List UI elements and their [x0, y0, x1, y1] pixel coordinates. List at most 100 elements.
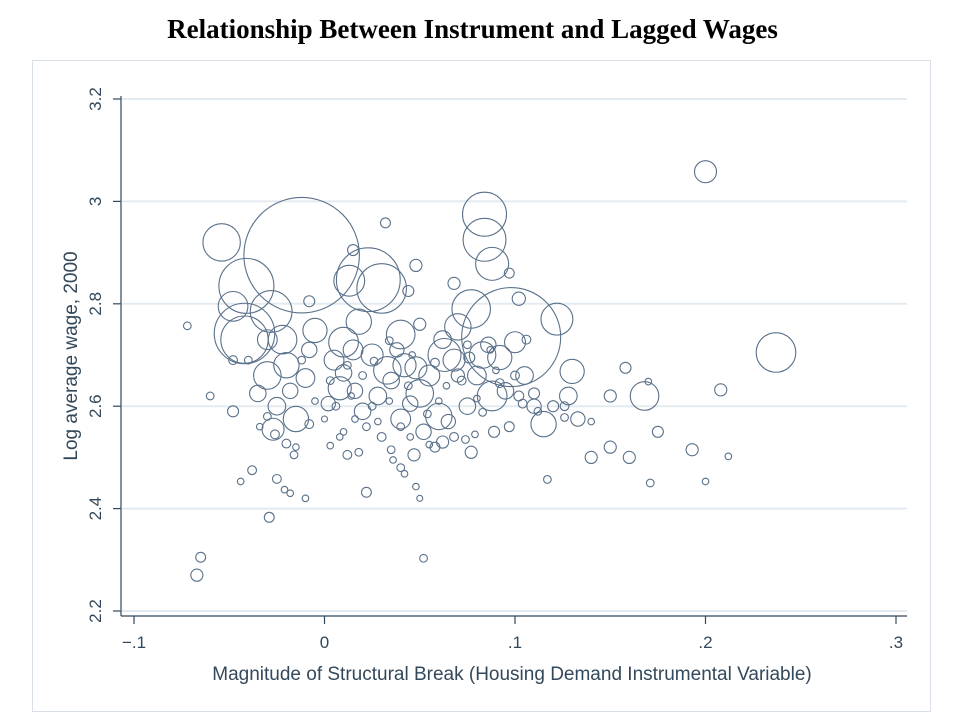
y-tick-label: 2.6	[86, 394, 105, 418]
data-point	[286, 489, 295, 498]
data-point	[389, 456, 397, 464]
data-point	[603, 389, 617, 403]
data-point	[190, 568, 204, 582]
data-point	[403, 381, 413, 391]
y-tick-label: 3.2	[86, 87, 105, 111]
data-point	[384, 336, 394, 346]
data-point	[651, 425, 664, 438]
data-point	[478, 407, 488, 417]
data-point	[603, 440, 617, 454]
data-point	[369, 356, 379, 366]
data-point	[559, 401, 570, 412]
x-tick-label: −.1	[122, 633, 146, 652]
data-point	[261, 417, 285, 441]
data-point	[385, 319, 416, 350]
data-point	[360, 486, 372, 498]
data-point	[267, 396, 287, 416]
data-point	[724, 452, 733, 461]
data-point	[464, 445, 478, 459]
data-point	[442, 348, 466, 372]
data-point	[292, 443, 300, 452]
data-point	[515, 366, 534, 385]
data-point	[354, 447, 364, 457]
data-point	[346, 382, 364, 400]
data-point	[406, 433, 415, 441]
data-point	[218, 257, 275, 314]
data-point	[487, 425, 501, 438]
data-point	[297, 355, 307, 365]
data-point	[402, 284, 415, 298]
data-point	[496, 382, 515, 400]
data-point	[247, 465, 258, 476]
data-point	[645, 478, 655, 488]
data-point	[320, 415, 329, 423]
data-point	[373, 417, 382, 426]
data-point	[243, 196, 360, 314]
data-point	[559, 358, 585, 385]
data-point	[213, 302, 276, 365]
data-point	[466, 365, 487, 386]
data-point	[530, 410, 557, 438]
data-point	[427, 337, 462, 373]
y-tick-label: 2.2	[86, 599, 105, 623]
data-point	[425, 402, 453, 431]
data-point	[382, 371, 400, 390]
data-point	[461, 435, 470, 444]
x-tick-label: .3	[889, 633, 903, 652]
data-point	[461, 287, 562, 388]
data-point	[475, 246, 510, 281]
data-point	[540, 302, 574, 336]
data-point	[333, 264, 366, 297]
data-point	[405, 379, 435, 408]
data-point	[376, 431, 387, 442]
data-point	[521, 334, 532, 345]
data-point	[195, 551, 207, 563]
data-point	[400, 469, 409, 478]
data-point	[401, 395, 419, 412]
data-point	[587, 417, 596, 426]
data-point	[418, 364, 441, 387]
data-point	[342, 449, 353, 460]
data-point	[462, 340, 472, 350]
x-axis-title: Magnitude of Structural Break (Housing D…	[212, 664, 812, 685]
data-point	[267, 324, 298, 355]
data-point	[461, 191, 508, 237]
y-tick-label: 2.4	[86, 497, 105, 521]
data-point	[347, 243, 360, 257]
data-point	[262, 412, 272, 421]
x-tick-label: .1	[508, 633, 522, 652]
data-point	[311, 397, 319, 405]
data-points	[182, 160, 797, 582]
data-point	[358, 371, 367, 380]
data-point	[419, 553, 428, 563]
data-point	[701, 477, 710, 486]
data-point	[560, 413, 569, 422]
data-point	[436, 435, 450, 449]
data-point	[390, 408, 412, 430]
data-point	[228, 355, 239, 366]
data-point	[327, 376, 352, 401]
data-point	[430, 357, 440, 368]
data-point	[302, 317, 328, 344]
data-point	[217, 290, 249, 322]
data-point	[456, 375, 467, 386]
data-point	[685, 443, 699, 457]
data-point	[295, 368, 316, 388]
data-point	[407, 448, 421, 462]
data-point	[255, 422, 264, 431]
data-point	[693, 160, 718, 184]
data-point	[517, 398, 528, 409]
data-point	[425, 440, 434, 449]
data-point	[182, 321, 192, 331]
data-point	[220, 315, 269, 364]
data-point	[243, 355, 253, 365]
data-point	[373, 356, 402, 385]
data-point	[367, 401, 377, 411]
data-point	[429, 441, 441, 453]
data-point	[281, 382, 299, 400]
data-point	[351, 415, 359, 423]
data-point	[476, 380, 508, 412]
data-point	[289, 450, 299, 460]
data-point	[282, 405, 310, 433]
